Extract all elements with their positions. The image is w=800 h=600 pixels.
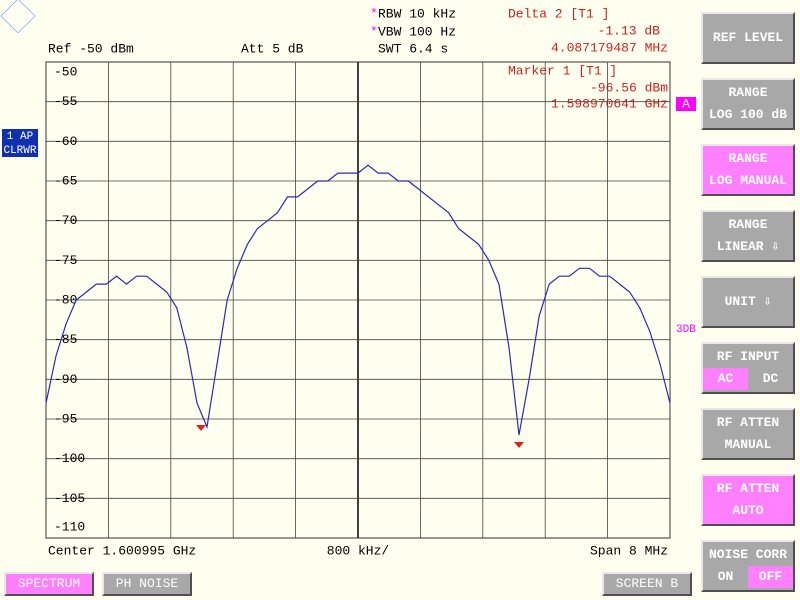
softkey-label: RANGE [728, 85, 768, 100]
marker-level: -96.56 dBm [590, 80, 668, 95]
y-tick-label: -80 [54, 292, 77, 307]
delta-freq: 4.087179487 MHz [551, 40, 668, 55]
vbw: VBW 100 Hz [378, 24, 456, 39]
swt: SWT 6.4 s [378, 41, 448, 56]
center-freq: Center 1.600995 GHz [48, 543, 196, 558]
span: Span 8 MHz [590, 543, 668, 558]
rbw-star: * [370, 6, 378, 21]
trace-a-badge [676, 97, 696, 111]
softkey[interactable]: RANGE LOG MANUAL [701, 144, 795, 196]
attenuation: Att 5 dB [241, 41, 304, 56]
softkey-option[interactable]: AC [703, 368, 748, 390]
vbw-star: * [370, 24, 378, 39]
trace-badge [2, 129, 38, 157]
y-tick-label: -75 [54, 253, 77, 268]
softkey[interactable]: RANGE LINEAR ⇩ [701, 210, 795, 262]
softkey-label: LOG 100 dB [708, 107, 787, 122]
softkey[interactable]: RF INPUT AC DC [701, 342, 795, 394]
y-tick-label: -55 [54, 94, 77, 109]
y-tick-label: -90 [54, 372, 77, 387]
softkey-label: NOISE CORR [708, 547, 787, 562]
tab[interactable]: SCREEN B [602, 572, 692, 596]
softkey[interactable]: UNIT ⇩ [701, 276, 795, 328]
marker-2 [514, 442, 524, 448]
y-tick-label: -95 [54, 411, 77, 426]
trace-a: A [682, 96, 690, 111]
softkey-label: RF INPUT [716, 349, 780, 364]
y-tick-label: -105 [54, 491, 85, 506]
y-tick-label: -70 [54, 213, 77, 228]
y-tick-label: -60 [54, 134, 77, 149]
softkey-options: AC DC [703, 368, 793, 390]
delta-title: Delta 2 [T1 ] [508, 6, 609, 21]
range-flag: 3DB [676, 324, 696, 336]
tab[interactable]: SPECTRUM [4, 572, 94, 596]
marker-title: Marker 1 [T1 ] [508, 63, 617, 78]
softkey-label: AUTO [732, 503, 764, 518]
y-tick-label: -100 [54, 451, 85, 466]
tab[interactable]: PH NOISE [102, 572, 192, 596]
detector: CLRWR [3, 145, 36, 157]
softkey-label: REF LEVEL [712, 30, 784, 45]
softkey-options: ON OFF [703, 566, 793, 588]
softkey-label: RANGE [728, 151, 768, 166]
softkey-label: UNIT ⇩ [724, 294, 772, 309]
y-tick-label: -50 [54, 64, 77, 79]
softkey[interactable]: NOISE CORR ON OFF [701, 540, 795, 592]
trace [45, 164, 671, 436]
softkey[interactable]: RF ATTEN AUTO [701, 474, 795, 526]
delta-level: -1.13 dB [598, 23, 661, 38]
y-tick-label: -85 [54, 332, 77, 347]
logo [0, 0, 36, 34]
rbw: RBW 10 kHz [378, 6, 456, 21]
freq-per-div: 800 kHz/ [327, 543, 390, 558]
trace-mode: 1 AP [7, 131, 34, 143]
softkey-label: RF ATTEN [716, 481, 780, 496]
y-tick-label: -65 [54, 173, 77, 188]
softkey[interactable]: RANGE LOG 100 dB [701, 78, 795, 130]
softkey-label: LOG MANUAL [708, 173, 787, 188]
softkey-option[interactable]: DC [762, 371, 779, 386]
y-tick-label: -110 [54, 519, 85, 534]
softkey-label: RF ATTEN [716, 415, 780, 430]
softkey[interactable]: RF ATTEN MANUAL [701, 408, 795, 460]
marker-1 [196, 425, 206, 431]
softkey-option[interactable]: ON [717, 569, 734, 584]
softkey[interactable]: REF LEVEL [701, 12, 795, 64]
softkey-label: MANUAL [724, 437, 772, 452]
softkey-option[interactable]: OFF [748, 566, 793, 588]
softkey-label: LINEAR ⇩ [716, 239, 780, 254]
ref-level: Ref -50 dBm [48, 41, 134, 56]
softkey-label: RANGE [728, 217, 768, 232]
marker-freq: 1.598970641 GHz [551, 96, 668, 111]
